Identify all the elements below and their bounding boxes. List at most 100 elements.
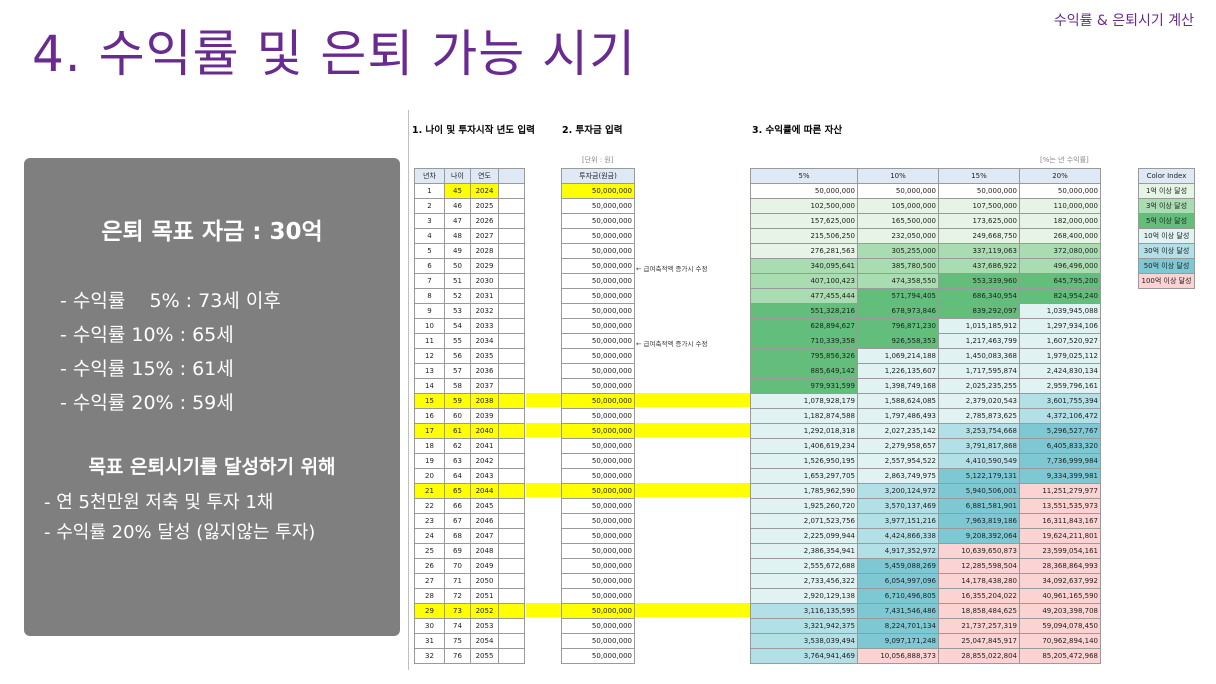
page-title: 4. 수익률 및 은퇴 가능 시기 — [32, 25, 637, 83]
highlight-bar — [526, 603, 750, 617]
asset-cell: 70,962,894,140 — [1019, 633, 1101, 649]
age-cell: 68 — [444, 528, 471, 544]
empty-cell — [498, 423, 525, 439]
asset-cell: 477,455,444 — [750, 288, 858, 304]
age-cell: 65 — [444, 483, 471, 499]
achieve-item: - 연 5천만원 저축 및 투자 1채 — [44, 492, 274, 513]
asset-cell: 13,551,535,973 — [1019, 498, 1101, 514]
asset-cell: 1,217,463,799 — [938, 333, 1020, 349]
empty-cell — [498, 288, 525, 304]
asset-cell: 40,961,165,590 — [1019, 588, 1101, 604]
table-row: 17 61 2040 — [414, 423, 525, 439]
empty-cell — [498, 348, 525, 364]
table-row: 1,925,260,720 3,570,137,469 6,881,581,901 1… — [750, 498, 1101, 514]
asset-cell: 5,459,088,269 — [857, 558, 939, 574]
age-cell: 72 — [444, 588, 471, 604]
year-index-cell: 3 — [414, 213, 445, 229]
asset-cell: 5,296,527,767 — [1019, 423, 1101, 439]
asset-cell: 645,795,200 — [1019, 273, 1101, 289]
year-cell: 2048 — [470, 543, 499, 559]
year-index-cell: 29 — [414, 603, 445, 619]
asset-cell: 4,917,352,972 — [857, 543, 939, 559]
age-cell: 49 — [444, 243, 471, 259]
invest-cell: 50,000,000 — [561, 573, 635, 589]
empty-cell — [498, 603, 525, 619]
year-cell: 2025 — [470, 198, 499, 214]
asset-cell: 3,538,039,494 — [750, 633, 858, 649]
asset-cell: 795,856,326 — [750, 348, 858, 364]
highlight-bar — [526, 423, 750, 437]
year-index-cell: 7 — [414, 273, 445, 289]
asset-cell: 2,071,523,756 — [750, 513, 858, 529]
asset-cell: 16,311,843,167 — [1019, 513, 1101, 529]
color-index-row: 30억 이상 달성 — [1138, 243, 1195, 259]
asset-cell: 1,292,018,318 — [750, 423, 858, 439]
empty-cell — [498, 498, 525, 514]
invest-cell: 50,000,000 — [561, 348, 635, 364]
year-index-cell: 28 — [414, 588, 445, 604]
asset-cell: 1,398,749,168 — [857, 378, 939, 394]
salary-note: ← 급여축적액 증가시 수정 — [636, 340, 708, 348]
table-row: 628,894,627 796,871,230 1,015,185,912 1,297… — [750, 318, 1101, 334]
table-row: 710,339,358 926,558,353 1,217,463,799 1,607… — [750, 333, 1101, 349]
asset-cell: 1,039,945,088 — [1019, 303, 1101, 319]
asset-cell: 1,925,260,720 — [750, 498, 858, 514]
asset-cell: 165,500,000 — [857, 213, 939, 229]
year-cell: 2042 — [470, 453, 499, 469]
invest-cell: 50,000,000 — [561, 243, 635, 259]
year-cell: 2045 — [470, 498, 499, 514]
year-index-cell: 31 — [414, 633, 445, 649]
year-index-cell: 19 — [414, 453, 445, 469]
year-cell: 2052 — [470, 603, 499, 619]
unit-note: [단위 : 원] — [582, 156, 614, 164]
age-cell: 54 — [444, 318, 471, 334]
table-row: 1,653,297,705 2,863,749,975 5,122,179,131 9… — [750, 468, 1101, 484]
table-row: 1,182,874,588 1,797,486,493 2,785,873,625 4… — [750, 408, 1101, 424]
table-row: 3,764,941,469 10,056,888,373 28,855,022,80… — [750, 648, 1101, 664]
asset-cell: 19,624,211,801 — [1019, 528, 1101, 544]
asset-cell: 305,255,000 — [857, 243, 939, 259]
invest-cell: 50,000,000 — [561, 198, 635, 214]
invest-cell: 50,000,000 — [561, 558, 635, 574]
table-row: 979,931,599 1,398,749,168 2,025,235,255 2,9… — [750, 378, 1101, 394]
asset-cell: 4,372,106,472 — [1019, 408, 1101, 424]
table-row: 50,000,000 — [561, 573, 635, 589]
table-row: 26 70 2049 — [414, 558, 525, 574]
table-row: 11 55 2034 — [414, 333, 525, 349]
table-row: 8 52 2031 — [414, 288, 525, 304]
table-row: 50,000,000 — [561, 288, 635, 304]
color-index-cell: 10억 이상 달성 — [1138, 228, 1195, 244]
table-row: 50,000,000 — [561, 243, 635, 259]
year-cell: 2055 — [470, 648, 499, 664]
table-row: 19 63 2042 — [414, 453, 525, 469]
empty-cell — [498, 438, 525, 454]
table-row: 215,506,250 232,050,000 249,668,750 268,400… — [750, 228, 1101, 244]
asset-cell: 2,863,749,975 — [857, 468, 939, 484]
invest-cell: 50,000,000 — [561, 468, 635, 484]
asset-cell: 979,931,599 — [750, 378, 858, 394]
invest-cell: 50,000,000 — [561, 213, 635, 229]
asset-cell: 2,379,020,543 — [938, 393, 1020, 409]
asset-cell: 2,920,129,138 — [750, 588, 858, 604]
asset-cell: 9,208,392,064 — [938, 528, 1020, 544]
asset-cell: 215,506,250 — [750, 228, 858, 244]
year-index-cell: 15 — [414, 393, 445, 409]
age-cell: 56 — [444, 348, 471, 364]
year-cell: 2039 — [470, 408, 499, 424]
empty-cell — [498, 633, 525, 649]
color-index-row: 50억 이상 달성 — [1138, 258, 1195, 274]
invest-cell: 50,000,000 — [561, 618, 635, 634]
invest-cell: 50,000,000 — [561, 453, 635, 469]
table-row: 32 76 2055 — [414, 648, 525, 664]
achieve-title: 목표 은퇴시기를 달성하기 위해 — [88, 456, 336, 478]
asset-cell: 50,000,000 — [750, 183, 858, 199]
age-cell: 60 — [444, 408, 471, 424]
age-cell: 51 — [444, 273, 471, 289]
table-row: 50,000,000 — [561, 303, 635, 319]
header-cell — [498, 168, 525, 184]
age-cell: 74 — [444, 618, 471, 634]
color-index-row: 1억 이상 달성 — [1138, 183, 1195, 199]
age-cell: 70 — [444, 558, 471, 574]
table-row: 50,000,000 — [561, 483, 635, 499]
table-row: 6 50 2029 — [414, 258, 525, 274]
